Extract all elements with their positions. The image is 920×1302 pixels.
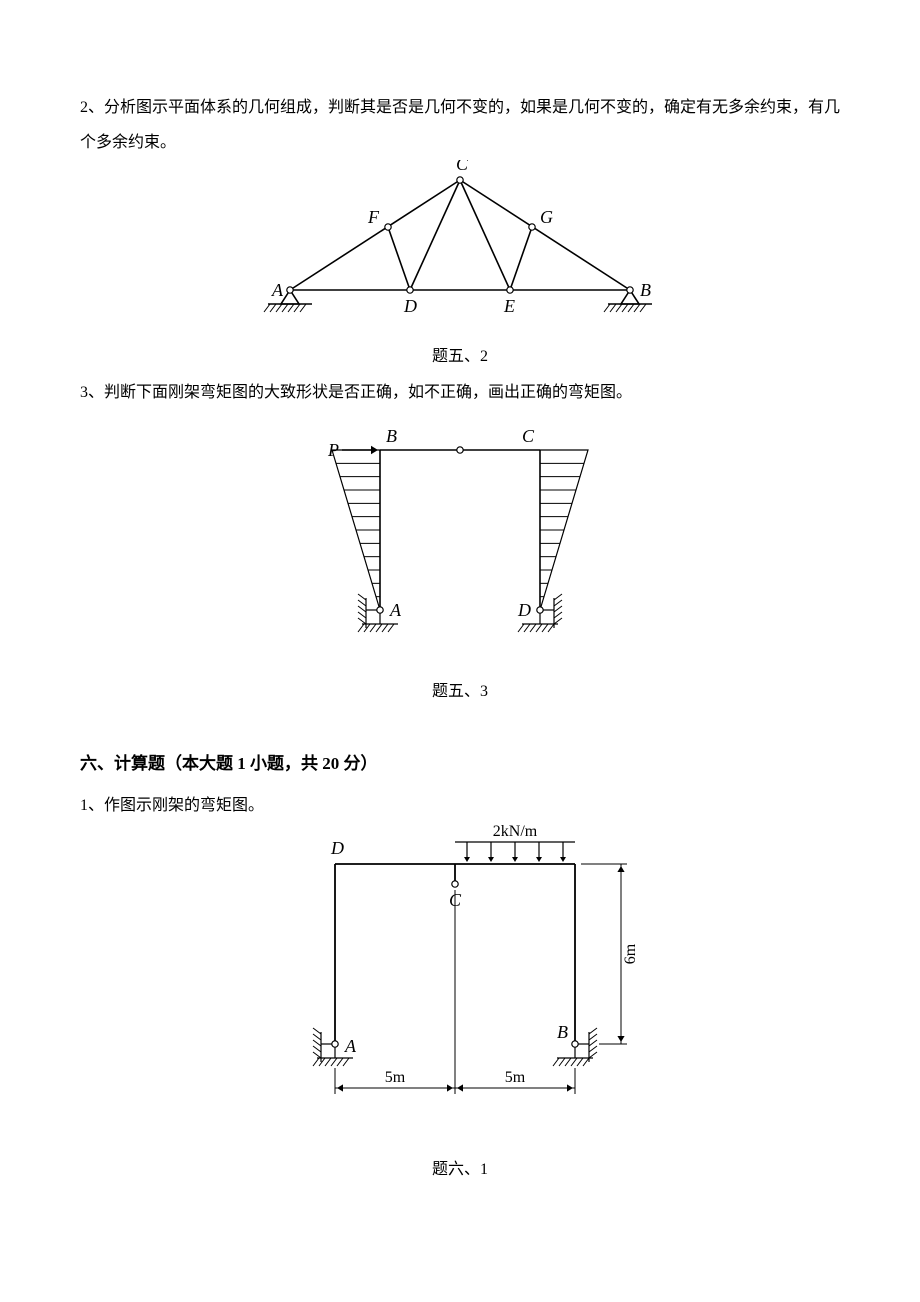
svg-text:A: A xyxy=(271,280,284,300)
svg-text:P: P xyxy=(327,440,339,460)
figure-q6-1: 2kN/mDCAB5m5m6m 题六、1 xyxy=(80,824,840,1187)
svg-text:2kN/m: 2kN/m xyxy=(493,824,538,840)
q2-caption: 题五、2 xyxy=(432,339,488,374)
svg-text:B: B xyxy=(640,280,651,300)
q3-caption: 题五、3 xyxy=(432,674,488,709)
svg-text:5m: 5m xyxy=(385,1069,406,1086)
frame-load-diagram: 2kN/mDCAB5m5m6m xyxy=(245,824,675,1134)
page: 2、分析图示平面体系的几何组成，判断其是否是几何不变的，如果是几何不变的，确定有… xyxy=(0,0,920,1302)
frame-moment-diagram: P B C A D xyxy=(280,410,640,670)
truss-diagram: A B C D E F G xyxy=(260,160,660,335)
svg-text:E: E xyxy=(503,296,515,316)
q3-text: 3、判断下面刚架弯矩图的大致形状是否正确，如不正确，画出正确的弯矩图。 xyxy=(80,375,840,410)
svg-text:B: B xyxy=(557,1022,568,1042)
svg-text:A: A xyxy=(389,600,402,620)
svg-text:C: C xyxy=(456,160,469,174)
svg-text:D: D xyxy=(330,838,344,858)
svg-text:D: D xyxy=(403,296,417,316)
svg-text:F: F xyxy=(367,207,380,227)
svg-text:C: C xyxy=(522,426,535,446)
q2-text: 2、分析图示平面体系的几何组成，判断其是否是几何不变的，如果是几何不变的，确定有… xyxy=(80,90,840,160)
svg-text:G: G xyxy=(540,207,553,227)
svg-text:6m: 6m xyxy=(622,943,639,964)
q6-1-text: 1、作图示刚架的弯矩图。 xyxy=(80,788,840,823)
figure-q2: A B C D E F G 题五、2 xyxy=(80,160,840,374)
svg-text:A: A xyxy=(344,1036,357,1056)
svg-text:D: D xyxy=(517,600,531,620)
svg-text:5m: 5m xyxy=(505,1069,526,1086)
svg-text:B: B xyxy=(386,426,397,446)
figure-q3: P B C A D 题五、3 xyxy=(80,410,840,709)
q6-1-caption: 题六、1 xyxy=(432,1152,488,1187)
section6-heading: 六、计算题（本大题 1 小题，共 20 分） xyxy=(80,745,840,782)
